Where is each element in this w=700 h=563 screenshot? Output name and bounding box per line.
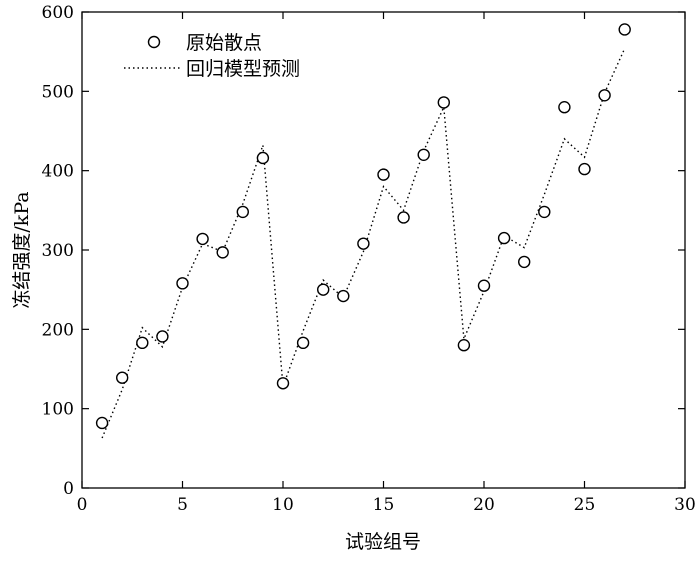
x-tick-label: 5 (177, 495, 188, 515)
scatter-point (136, 336, 149, 350)
x-tick-label: 20 (473, 495, 495, 515)
y-tick-label: 600 (42, 3, 74, 23)
scatter-point (598, 89, 611, 102)
scatter-point (538, 205, 551, 219)
scatter-point (276, 377, 290, 390)
legend: 原始散点 回归模型预测 (124, 32, 300, 80)
scatter-point (196, 232, 209, 246)
y-tick-label: 300 (42, 241, 74, 261)
scatter-point (176, 277, 189, 290)
scatter-point (317, 283, 330, 296)
scatter-point (417, 148, 430, 162)
scatter-point (115, 371, 129, 384)
scatter-points-layer (95, 23, 631, 430)
plot-area-frame (81, 11, 686, 489)
y-tick-label: 0 (63, 479, 74, 499)
scatter-point (518, 255, 531, 269)
scatter-point (377, 168, 390, 181)
y-tick-label: 500 (42, 82, 74, 102)
regression-line-layer (101, 48, 626, 439)
x-tick-label: 10 (272, 495, 294, 515)
x-tick-label: 15 (373, 495, 395, 515)
scatter-point (337, 289, 350, 303)
legend-marker-scatter (147, 35, 161, 49)
x-tick-label: 25 (574, 495, 596, 515)
y-tick-label: 100 (42, 400, 74, 420)
scatter-point (397, 211, 410, 224)
scatter-point (457, 339, 471, 352)
y-axis-title: 冻结强度/kPa (11, 191, 33, 308)
x-tick-label: 30 (674, 495, 696, 515)
scatter-point (437, 96, 450, 109)
scatter-point (497, 231, 511, 245)
x-tick-label: 0 (77, 495, 88, 515)
regression-line (101, 48, 626, 439)
legend-label-scatter: 原始散点 (186, 32, 262, 54)
y-tick-label: 400 (42, 162, 74, 182)
scatter-point (558, 100, 571, 114)
legend-label-regression: 回归模型预测 (186, 58, 300, 80)
scatter-point (95, 416, 109, 430)
scatter-point (296, 336, 310, 350)
scatter-point (236, 205, 250, 219)
x-axis-title: 试验组号 (345, 531, 421, 553)
y-tick-label: 200 (42, 320, 74, 340)
scatter-point (578, 162, 591, 176)
scatter-point (477, 279, 491, 292)
scatter-point (216, 246, 229, 259)
scatter-point (618, 23, 631, 36)
scatter-point (357, 237, 370, 250)
scatter-point (256, 151, 270, 165)
scatter-point (156, 330, 169, 343)
